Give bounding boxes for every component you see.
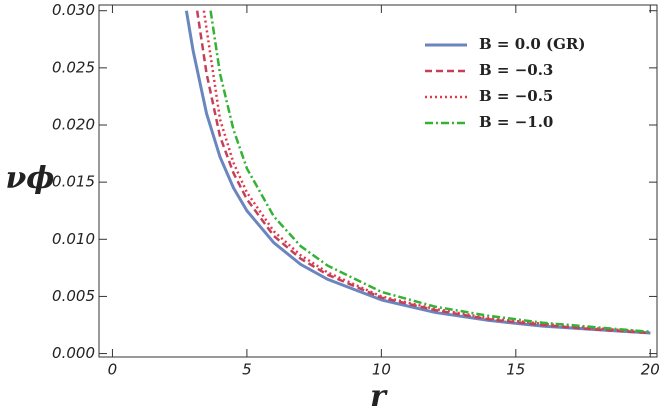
legend-label: B = −0.3 — [479, 61, 553, 79]
x-tick-label: 20 — [641, 361, 660, 379]
y-tick-label: 0.025 — [52, 58, 95, 76]
x-tick-label: 15 — [506, 361, 525, 379]
x-tick-label: 10 — [372, 361, 391, 379]
y-axis-label: νϕ — [5, 161, 54, 196]
y-tick-label: 0.005 — [52, 287, 95, 305]
x-axis-label: r — [370, 379, 388, 414]
y-tick-label: 0.000 — [52, 344, 95, 362]
legend-label: B = −0.5 — [479, 87, 553, 105]
series-line — [195, 10, 651, 335]
series-line — [202, 10, 651, 334]
y-tick-label: 0.020 — [52, 116, 95, 134]
y-tick-label: 0.030 — [52, 1, 95, 19]
plot-frame — [98, 4, 658, 358]
series-line — [184, 10, 651, 335]
legend-label: B = 0.0 (GR) — [479, 35, 585, 53]
x-tick-label: 5 — [242, 361, 252, 379]
legend-label: B = −1.0 — [479, 113, 553, 131]
y-tick-label: 0.010 — [52, 230, 95, 248]
series-line — [209, 10, 651, 334]
x-tick-label: 0 — [108, 361, 118, 379]
plot-area — [184, 10, 651, 335]
y-tick-label: 0.015 — [52, 173, 95, 191]
